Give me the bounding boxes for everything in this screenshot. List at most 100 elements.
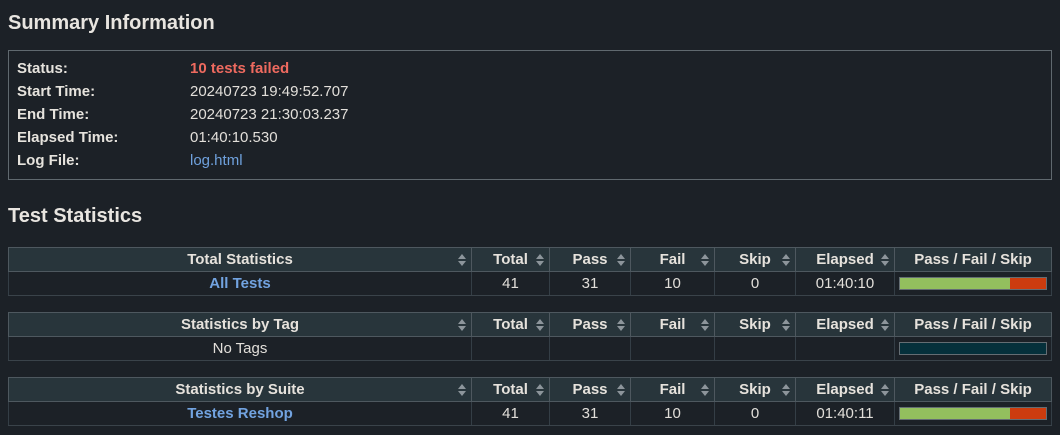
statistics-by-tag-table: Statistics by Tag Total Pass Fail Skip E… — [8, 312, 1052, 361]
sort-icon — [782, 383, 790, 396]
pass-bar-segment — [900, 408, 1011, 419]
sort-header-total[interactable]: Total — [471, 312, 550, 337]
fail-bar-segment — [1010, 408, 1046, 419]
summary-row-log-file: Log File: log.html — [9, 149, 1051, 172]
tag-statistics-title: Statistics by Tag — [180, 316, 300, 333]
summary-row-status: Status: 10 tests failed — [9, 57, 1051, 80]
sort-icon — [782, 318, 790, 331]
suite-name-cell: All Tests — [8, 271, 472, 296]
end-time-value: 20240723 21:30:03.237 — [190, 106, 349, 123]
pass-cell: 31 — [549, 271, 631, 296]
sort-header-skip[interactable]: Skip — [714, 247, 796, 272]
suite-statistics-header-row: Statistics by Suite Total Pass Fail Skip… — [8, 377, 1052, 402]
sort-header-fail[interactable]: Fail — [630, 312, 715, 337]
fail-cell — [630, 336, 715, 361]
sort-header-total[interactable]: Total — [471, 247, 550, 272]
elapsed-cell — [795, 336, 895, 361]
summary-row-elapsed-time: Elapsed Time: 01:40:10.530 — [9, 126, 1051, 149]
sort-header-skip[interactable]: Skip — [714, 312, 796, 337]
suite-name-cell: Testes Reshop — [8, 401, 472, 426]
end-time-label: End Time: — [17, 106, 90, 123]
sort-header-fail[interactable]: Fail — [630, 377, 715, 402]
sort-icon — [617, 318, 625, 331]
pass-fail-bar — [899, 407, 1047, 420]
graph-cell — [894, 401, 1052, 426]
sort-icon — [881, 383, 889, 396]
sort-header-elapsed[interactable]: Elapsed — [795, 312, 895, 337]
tag-statistics-header-row: Statistics by Tag Total Pass Fail Skip E… — [8, 312, 1052, 337]
column-header-graph: Pass / Fail / Skip — [894, 377, 1052, 402]
sort-icon — [536, 383, 544, 396]
table-row-no-tags: No Tags — [8, 336, 1052, 361]
elapsed-cell: 01:40:11 — [795, 401, 895, 426]
log-file-label: Log File: — [17, 152, 80, 169]
sort-header-statistics-by-suite[interactable]: Statistics by Suite — [8, 377, 472, 402]
pass-bar-segment — [900, 278, 1011, 289]
fail-cell: 10 — [630, 401, 715, 426]
sort-header-total-statistics[interactable]: Total Statistics — [8, 247, 472, 272]
sort-header-pass[interactable]: Pass — [549, 312, 631, 337]
sort-header-pass[interactable]: Pass — [549, 247, 631, 272]
summary-box: Status: 10 tests failed Start Time: 2024… — [8, 50, 1052, 180]
sort-icon — [617, 383, 625, 396]
sort-header-pass[interactable]: Pass — [549, 377, 631, 402]
sort-header-total[interactable]: Total — [471, 377, 550, 402]
total-cell: 41 — [471, 401, 550, 426]
sort-icon — [881, 318, 889, 331]
pass-fail-bar — [899, 277, 1047, 290]
log-file-link[interactable]: log.html — [190, 152, 243, 169]
no-tags-label: No Tags — [212, 340, 268, 357]
pass-cell — [549, 336, 631, 361]
total-statistics-table: Total Statistics Total Pass Fail Skip El… — [8, 247, 1052, 296]
skip-cell: 0 — [714, 401, 796, 426]
sort-icon — [458, 253, 466, 266]
sort-header-statistics-by-tag[interactable]: Statistics by Tag — [8, 312, 472, 337]
tag-name-cell: No Tags — [8, 336, 472, 361]
total-cell — [471, 336, 550, 361]
sort-icon — [458, 318, 466, 331]
summary-information-heading: Summary Information — [8, 12, 215, 34]
skip-cell: 0 — [714, 271, 796, 296]
sort-icon — [701, 253, 709, 266]
elapsed-time-label: Elapsed Time: — [17, 129, 119, 146]
graph-cell — [894, 271, 1052, 296]
sort-header-elapsed[interactable]: Elapsed — [795, 247, 895, 272]
fail-bar-segment — [1010, 278, 1046, 289]
total-statistics-title: Total Statistics — [187, 251, 293, 268]
start-time-value: 20240723 19:49:52.707 — [190, 83, 349, 100]
status-value: 10 tests failed — [190, 60, 290, 77]
sort-icon — [536, 253, 544, 266]
elapsed-cell: 01:40:10 — [795, 271, 895, 296]
testes-reshop-link[interactable]: Testes Reshop — [187, 405, 293, 422]
total-cell: 41 — [471, 271, 550, 296]
status-label: Status: — [17, 60, 68, 77]
fail-cell: 10 — [630, 271, 715, 296]
sort-icon — [617, 253, 625, 266]
sort-icon — [536, 318, 544, 331]
test-statistics-heading: Test Statistics — [8, 205, 143, 227]
column-header-graph: Pass / Fail / Skip — [894, 247, 1052, 272]
all-tests-link[interactable]: All Tests — [209, 275, 271, 292]
suite-statistics-title: Statistics by Suite — [175, 381, 305, 398]
elapsed-time-value: 01:40:10.530 — [190, 129, 278, 146]
sort-header-skip[interactable]: Skip — [714, 377, 796, 402]
graph-cell — [894, 336, 1052, 361]
start-time-label: Start Time: — [17, 83, 96, 100]
table-row-all-tests: All Tests 41 31 10 0 01:40:10 — [8, 271, 1052, 296]
summary-row-start-time: Start Time: 20240723 19:49:52.707 — [9, 80, 1051, 103]
pass-cell: 31 — [549, 401, 631, 426]
sort-icon — [701, 383, 709, 396]
total-statistics-header-row: Total Statistics Total Pass Fail Skip El… — [8, 247, 1052, 272]
table-row-testes-reshop: Testes Reshop 41 31 10 0 01:40:11 — [8, 401, 1052, 426]
sort-icon — [701, 318, 709, 331]
skip-cell — [714, 336, 796, 361]
sort-icon — [458, 383, 466, 396]
sort-icon — [881, 253, 889, 266]
sort-header-fail[interactable]: Fail — [630, 247, 715, 272]
summary-row-end-time: End Time: 20240723 21:30:03.237 — [9, 103, 1051, 126]
sort-icon — [782, 253, 790, 266]
sort-header-elapsed[interactable]: Elapsed — [795, 377, 895, 402]
statistics-by-suite-table: Statistics by Suite Total Pass Fail Skip… — [8, 377, 1052, 426]
empty-pass-fail-bar — [899, 342, 1047, 355]
column-header-graph: Pass / Fail / Skip — [894, 312, 1052, 337]
